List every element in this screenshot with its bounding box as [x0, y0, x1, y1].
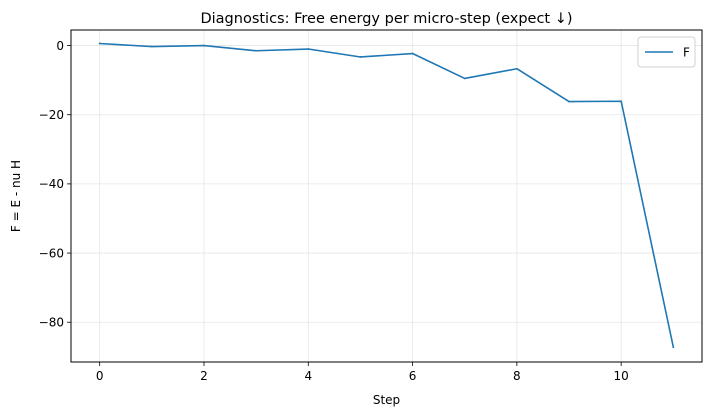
x-tick-label: 10 — [614, 369, 629, 383]
data-point — [203, 44, 205, 47]
y-tick-label: 0 — [56, 39, 64, 53]
series-layer — [98, 42, 675, 349]
series-line-f — [98, 42, 675, 348]
y-tick-label: −20 — [39, 108, 64, 122]
data-point — [150, 45, 153, 48]
x-tick-label: 2 — [200, 369, 208, 383]
x-axis-label: Step — [373, 393, 400, 407]
y-tick-label: −80 — [39, 315, 64, 329]
x-tick-label: 0 — [96, 369, 104, 383]
data-point — [620, 100, 623, 103]
y-tick-label: −40 — [39, 177, 64, 191]
y-axis-label: F = E - nu H — [9, 160, 23, 232]
data-point — [568, 100, 570, 103]
x-tick-label: 4 — [304, 369, 312, 383]
data-point — [515, 67, 518, 70]
legend: F — [637, 36, 696, 68]
tick-layer: 0 2 4 6 8 10 0 −20 −40 −60 −80 — [39, 39, 629, 383]
data-point — [411, 52, 414, 55]
y-tick-label: −60 — [39, 246, 64, 260]
data-point — [255, 49, 258, 52]
x-tick-label: 8 — [513, 369, 521, 383]
chart-title: Diagnostics: Free energy per micro-step … — [200, 11, 572, 27]
data-point — [359, 56, 362, 58]
data-point — [672, 346, 675, 349]
legend-label-f: F — [683, 46, 690, 60]
data-point — [307, 48, 310, 50]
x-tick-label: 6 — [409, 369, 417, 383]
plot-frame — [70, 29, 703, 363]
data-point — [463, 77, 466, 80]
data-point — [98, 42, 101, 45]
